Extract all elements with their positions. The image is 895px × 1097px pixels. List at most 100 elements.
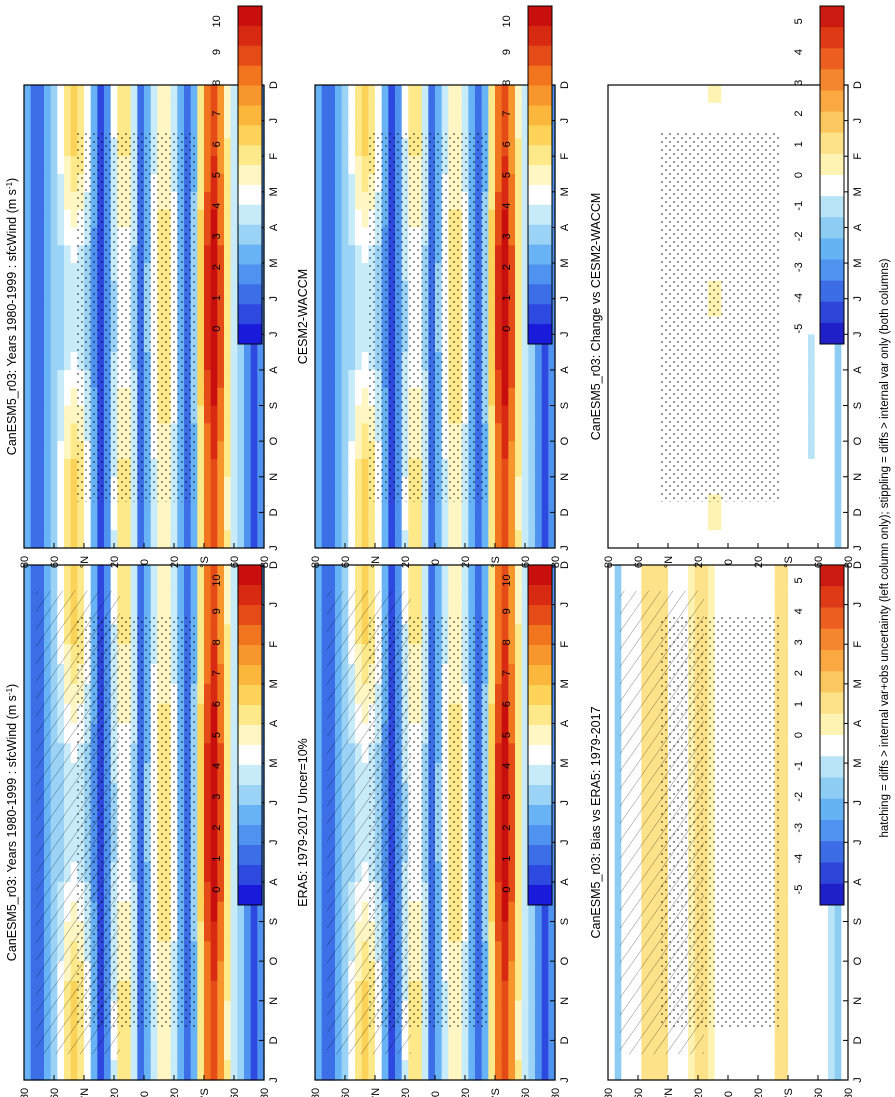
heatmap-cell — [124, 120, 132, 140]
heatmap-cell — [501, 961, 509, 982]
heatmap-cell — [475, 584, 483, 606]
heatmap-cell — [57, 191, 65, 211]
heatmap-cell — [30, 703, 38, 725]
heatmap-cell — [124, 512, 132, 531]
heatmap-cell — [217, 743, 225, 764]
heatmap-cell — [768, 1020, 776, 1041]
heatmap-cell — [321, 1060, 329, 1081]
heatmap-cell — [50, 512, 58, 531]
heatmap-cell — [321, 584, 329, 606]
heatmap-cell — [614, 644, 622, 665]
heatmap-cell — [674, 565, 682, 586]
heatmap-cell — [321, 624, 329, 645]
heatmap-cell — [197, 120, 205, 140]
colorbar-label: 2 — [211, 825, 223, 831]
heatmap-cell — [230, 174, 238, 193]
x-tick-label: D — [559, 508, 571, 516]
heatmap-cell — [488, 1020, 496, 1041]
heatmap-cell — [315, 263, 323, 282]
heatmap-cell — [24, 664, 32, 685]
heatmap-cell — [548, 961, 556, 982]
x-tick-label: S — [268, 918, 280, 925]
heatmap-cell — [668, 1060, 676, 1081]
heatmap-cell — [321, 227, 329, 246]
heatmap-cell — [144, 1020, 152, 1041]
heatmap-cell — [315, 405, 323, 424]
heatmap-cell — [535, 1020, 543, 1041]
heatmap-cell — [204, 156, 212, 175]
colorbar-swatch — [238, 165, 262, 186]
colorbar-swatch — [528, 825, 552, 846]
heatmap-cell — [230, 664, 238, 685]
colorbar-label: 8 — [501, 80, 513, 86]
heatmap-cell — [37, 316, 45, 335]
heatmap-cell — [508, 1040, 516, 1061]
heatmap-cell — [501, 512, 509, 531]
y-tick-label: °S — [490, 556, 502, 568]
heatmap-cell — [748, 565, 756, 586]
heatmap-cell — [70, 334, 78, 353]
heatmap-cell — [448, 584, 456, 606]
heatmap-cell — [84, 530, 92, 549]
heatmap-cell — [321, 703, 329, 725]
heatmap-cell — [144, 120, 152, 140]
heatmap-cell — [488, 280, 496, 300]
heatmap-cell — [495, 584, 503, 606]
heatmap-cell — [164, 530, 172, 549]
heatmap-cell — [204, 530, 212, 549]
heatmap-cell — [64, 441, 72, 460]
heatmap-cell — [774, 604, 782, 626]
heatmap-cell — [315, 316, 323, 335]
heatmap-cell — [24, 102, 32, 122]
colorbar-swatch — [528, 865, 552, 886]
heatmap-cell — [808, 703, 816, 725]
heatmap-cell — [515, 512, 523, 531]
heatmap-cell — [321, 156, 329, 175]
heatmap-cell — [37, 423, 45, 442]
heatmap-cell — [321, 263, 329, 282]
heatmap-cell — [788, 1000, 796, 1022]
heatmap-cell — [521, 334, 529, 353]
heatmap-cell — [495, 352, 503, 371]
heatmap-cell — [257, 494, 265, 513]
colorbar-swatch — [528, 284, 552, 305]
heatmap-cell — [355, 120, 363, 140]
heatmap-cell — [495, 280, 503, 300]
heatmap-cell — [614, 961, 622, 982]
heatmap-cell — [728, 1020, 736, 1041]
heatmap-cell — [237, 941, 245, 962]
heatmap-cell — [315, 584, 323, 606]
heatmap-cell — [328, 156, 336, 175]
heatmap-cell — [217, 458, 225, 478]
heatmap-cell — [814, 703, 822, 725]
colorbar-label: 7 — [501, 110, 513, 116]
heatmap-cell — [734, 1060, 742, 1081]
heatmap-cell — [24, 644, 32, 665]
heatmap-cell — [204, 743, 212, 764]
heatmap-cell — [157, 584, 165, 606]
heatmap-cell — [841, 901, 849, 923]
heatmap-cell — [608, 664, 616, 685]
heatmap-cell — [30, 802, 38, 824]
heatmap-cell — [204, 298, 212, 318]
heatmap-cell — [57, 405, 65, 424]
colorbar-frame — [237, 5, 263, 345]
heatmap-cell — [488, 941, 496, 962]
heatmap-cell — [335, 227, 343, 246]
heatmap-cell — [495, 842, 503, 863]
heatmap-cell — [495, 209, 503, 229]
heatmap-cell — [335, 191, 343, 211]
colorbar-label: 7 — [501, 670, 513, 676]
heatmap-cell — [361, 316, 369, 335]
y-tick-label: °N — [370, 556, 382, 568]
heatmap-cell — [628, 1060, 636, 1081]
heatmap-cell — [44, 138, 52, 157]
heatmap-cell — [794, 763, 802, 784]
heatmap-cell — [821, 1040, 829, 1061]
heatmap-cell — [548, 980, 556, 1002]
heatmap-cell — [821, 1000, 829, 1022]
heatmap-cell — [348, 352, 356, 371]
heatmap-cell — [204, 1000, 212, 1022]
heatmap-cell — [535, 476, 543, 496]
heatmap-cell — [841, 1020, 849, 1041]
